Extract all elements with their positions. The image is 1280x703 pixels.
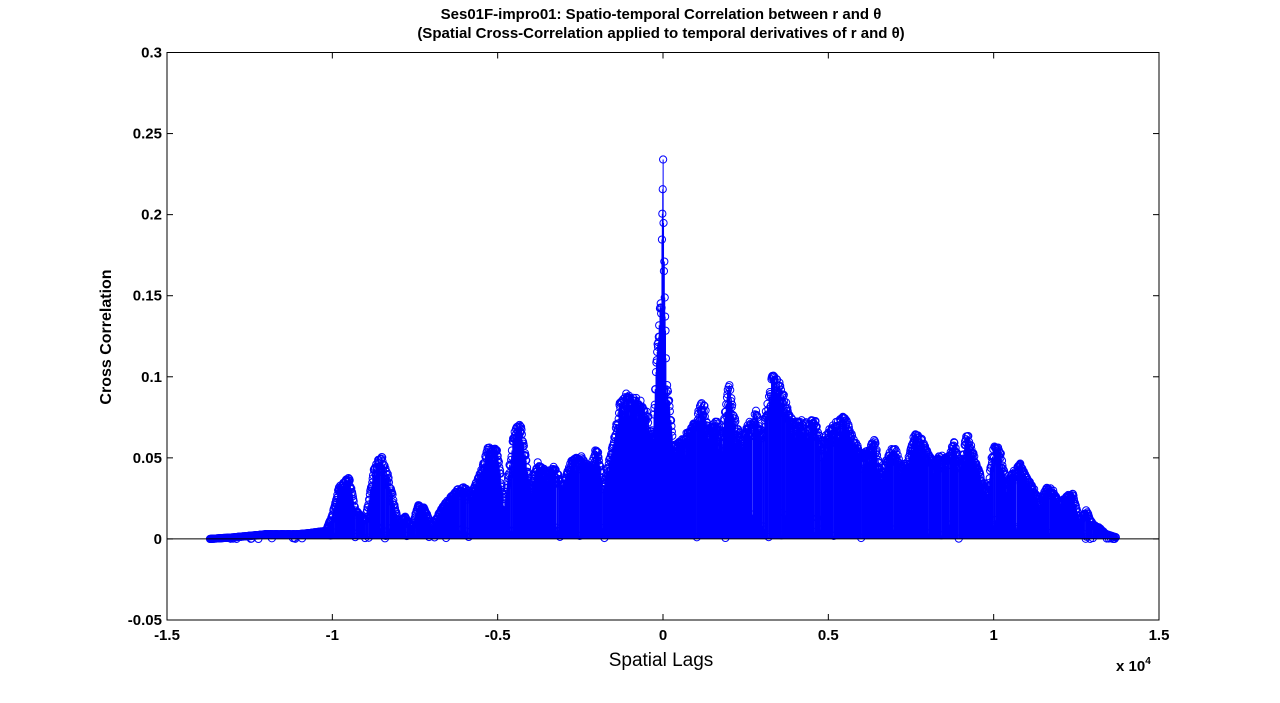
stem-marker <box>347 484 356 493</box>
x-axis-label: Spatial Lags <box>609 650 714 671</box>
y-axis-label: Cross Correlation <box>98 269 115 404</box>
stem-marker <box>811 416 820 426</box>
stem-marker <box>497 481 506 490</box>
stem-marker <box>665 407 674 416</box>
stem-marker <box>661 326 670 335</box>
stem-marker <box>521 451 530 460</box>
stem-marker <box>770 372 779 381</box>
stem-marker <box>950 438 959 447</box>
stem-marker <box>644 412 653 421</box>
y-tick-label: 0.15 <box>133 288 162 305</box>
stem-marker <box>667 427 676 436</box>
stem-marker <box>727 394 736 403</box>
stem-marker <box>1111 533 1120 542</box>
x-tick-label: -1.5 <box>154 627 180 644</box>
stem-marker <box>663 381 672 390</box>
chart-title-line1: Ses01F-impro01: Spatio-temporal Correlat… <box>441 6 882 23</box>
stem-marker <box>964 431 973 441</box>
stem-marker <box>914 433 923 442</box>
stem-marker <box>551 465 560 474</box>
stem-marker <box>389 496 398 505</box>
stem-marker <box>731 417 740 426</box>
x-tick-label: 1 <box>989 627 997 644</box>
x-tick-label: -1 <box>326 627 339 644</box>
stem-marker <box>872 445 881 455</box>
y-axis: -0.05 0 0.05 0.1 0.15 0.2 0.25 0.3 <box>128 45 1159 629</box>
y-tick-label: 0.2 <box>141 207 162 224</box>
stem-marker <box>812 422 821 431</box>
x-tick-label: -0.5 <box>485 627 511 644</box>
x-axis: -1.5 -1 -0.5 0 0.5 1 1.5 <box>154 52 1170 644</box>
stem-marker <box>702 417 711 426</box>
x-tick-label: 1.5 <box>1149 627 1170 644</box>
stem-marker <box>666 416 676 425</box>
stem-marker <box>999 466 1009 475</box>
y-tick-label: 0.1 <box>141 369 162 386</box>
stem-marker <box>894 455 903 464</box>
stem-marker <box>667 422 676 431</box>
y-tick-label: 0.25 <box>133 126 162 143</box>
stem-marker <box>668 431 677 440</box>
y-tick-label: -0.05 <box>128 612 162 629</box>
x-tick-label: 0.5 <box>818 627 839 644</box>
x-axis-exponent: x 104 <box>1116 656 1151 675</box>
stem-marker <box>776 381 785 391</box>
stem-marker <box>492 446 501 455</box>
stem-marker <box>966 441 976 450</box>
stem-marker <box>663 387 672 396</box>
stem-marker <box>388 490 397 499</box>
y-tick-label: 0 <box>154 531 162 548</box>
stem-marker <box>725 381 734 390</box>
stem-marker <box>779 390 788 400</box>
stem-series <box>205 155 1120 544</box>
x-axis-exponent-power: 4 <box>1145 656 1151 667</box>
stem-marker <box>554 470 563 479</box>
stem-marker <box>997 456 1007 465</box>
stem-marker <box>517 430 526 439</box>
stem-marker <box>496 469 505 478</box>
stem-marker <box>664 396 674 405</box>
stem-marker <box>917 434 926 444</box>
x-axis-exponent-base: x 10 <box>1116 658 1145 675</box>
stem-marker <box>661 354 671 363</box>
y-tick-label: 0.3 <box>141 45 162 62</box>
x-tick-label: 0 <box>659 627 667 644</box>
stem-marker <box>642 407 651 416</box>
stem-marker <box>892 447 901 456</box>
stem-marker <box>853 444 863 453</box>
stem-marker <box>349 497 358 506</box>
stem-marker <box>660 293 669 302</box>
stem-marker <box>659 155 668 164</box>
stem-marker <box>517 425 526 434</box>
stem-marker <box>700 401 709 410</box>
stem-marker <box>661 312 670 321</box>
stem-marker <box>553 469 562 479</box>
stem-marker <box>659 218 668 228</box>
stem-marker <box>728 400 737 409</box>
stem-marker <box>701 406 710 415</box>
stem-marker <box>384 473 393 482</box>
stem-marker <box>383 469 392 479</box>
y-tick-label: 0.05 <box>133 450 162 467</box>
stem-marker <box>593 448 603 457</box>
stem-marker <box>494 457 503 466</box>
stem-marker <box>665 402 674 411</box>
stem-marker <box>516 422 525 431</box>
stem-marker <box>847 431 857 440</box>
chart-title-line2: (Spatial Cross-Correlation applied to te… <box>417 25 904 42</box>
stem-marker <box>726 385 735 395</box>
stem-marker <box>495 463 504 472</box>
stem-marker <box>660 257 669 266</box>
